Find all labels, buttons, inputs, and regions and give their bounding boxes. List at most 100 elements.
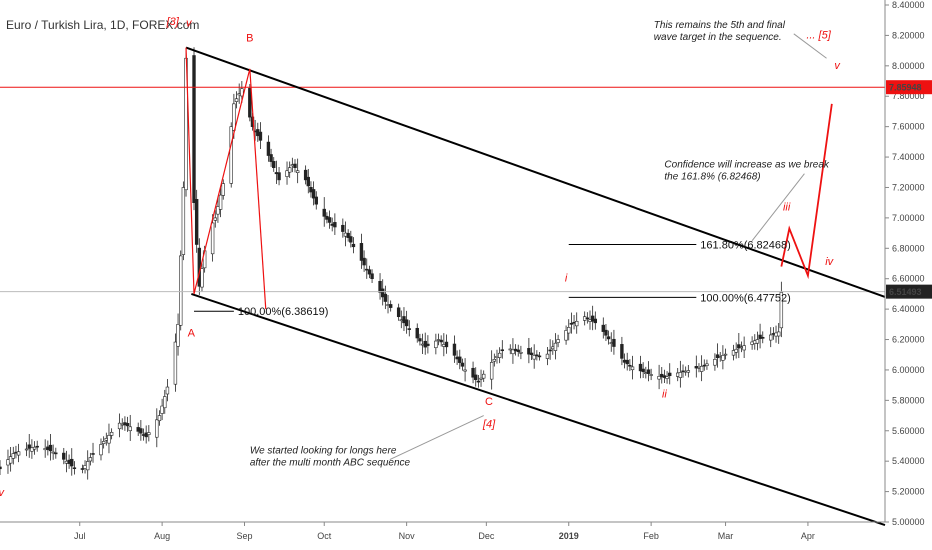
candle-body	[460, 362, 465, 367]
channel-line	[191, 292, 886, 526]
x-tick-label: Oct	[317, 531, 332, 541]
candle-body	[646, 369, 651, 374]
candle-body	[176, 324, 180, 347]
candle-body	[341, 224, 345, 232]
candle-body	[489, 362, 494, 380]
candle-body	[628, 364, 632, 367]
candle-body	[139, 428, 143, 434]
y-tick-label: 6.00000	[892, 365, 925, 375]
candle-body	[649, 374, 653, 376]
candle-body	[497, 352, 502, 358]
candle-body	[314, 196, 318, 205]
abc-wave-line	[185, 47, 195, 294]
candle-body	[381, 288, 385, 298]
annotation-pointer	[389, 415, 484, 461]
y-tick-label: 7.20000	[892, 182, 925, 192]
candle-body	[303, 169, 308, 181]
candle-body	[569, 322, 574, 325]
candle-body	[665, 376, 669, 379]
candle-body	[333, 222, 337, 228]
wave-label: v	[186, 17, 193, 29]
annotation-pointer	[793, 33, 827, 59]
y-axis: 5.00000 5.20000 5.40000 5.60000 5.80000 6.000…	[884, 0, 932, 527]
candle-body	[8, 456, 13, 464]
x-tick-label: Aug	[154, 531, 170, 541]
candle-body	[678, 372, 683, 378]
wave-label: i	[565, 273, 568, 285]
y-tick-label: 7.00000	[892, 213, 925, 223]
candle-body	[444, 341, 449, 348]
candle-body	[11, 453, 15, 459]
candle-body	[731, 350, 736, 356]
candle-body	[54, 452, 58, 455]
candle-body	[194, 198, 199, 245]
candle-body	[516, 349, 520, 352]
candle-body	[705, 363, 709, 366]
candle-body	[463, 369, 467, 372]
annotation-text: We started looking for longs here	[250, 446, 397, 457]
candle-body	[396, 307, 401, 318]
y-tick-label: 7.80000	[892, 91, 925, 101]
channel-line	[185, 46, 886, 298]
candle-body	[378, 280, 382, 293]
y-tick-label: 5.60000	[892, 426, 925, 436]
candle-body	[620, 344, 624, 359]
candle-body	[125, 423, 130, 427]
y-tick-label: 5.80000	[892, 395, 925, 405]
candle-body	[535, 354, 539, 357]
annotation-text: the 161.8% (6.82468)	[664, 172, 760, 183]
candle-body	[88, 457, 93, 462]
candle-body	[532, 355, 536, 360]
wave-label: iv	[0, 487, 5, 499]
candle-body	[269, 154, 273, 162]
candle-body	[439, 339, 443, 343]
annotation-text: This remains the 5th and final	[654, 20, 786, 31]
candle-body	[240, 88, 244, 97]
last-price-box	[886, 284, 932, 299]
candle-body	[200, 268, 204, 288]
x-tick-label: Nov	[399, 531, 416, 541]
candle-body	[567, 327, 571, 334]
candle-body	[638, 363, 643, 372]
overlays	[0, 33, 886, 526]
wave-label: iv	[825, 256, 834, 268]
candle-body	[625, 359, 629, 365]
candle-body	[349, 236, 353, 243]
last-price-label: 6.51493	[889, 287, 922, 297]
candle-body	[500, 349, 504, 352]
candle-body	[527, 348, 531, 355]
abc-wave-line	[193, 68, 251, 295]
candle-body	[769, 334, 773, 341]
candle-body	[311, 189, 316, 199]
x-tick-label: Feb	[643, 531, 659, 541]
y-tick-label: 7.40000	[892, 152, 925, 162]
candle-body	[248, 88, 252, 118]
candle-body	[362, 257, 366, 266]
candle-body	[593, 318, 598, 324]
candle-body	[657, 376, 661, 380]
candle-body	[285, 170, 289, 177]
candle-body	[179, 255, 183, 326]
candle-body	[147, 432, 151, 435]
candle-body	[258, 131, 263, 141]
candle-body	[686, 370, 691, 373]
candle-body	[327, 217, 332, 223]
candle-body	[404, 319, 409, 327]
candle-body	[70, 458, 74, 467]
annotation-text: wave target in the sequence.	[654, 32, 782, 43]
candle-body	[367, 269, 372, 275]
candle-body	[575, 320, 579, 327]
candle-body	[434, 340, 438, 349]
candle-body	[548, 349, 552, 352]
candle-body	[383, 293, 388, 302]
candle-body	[277, 172, 281, 181]
candle-body	[407, 328, 411, 330]
candle-body	[181, 187, 186, 255]
x-tick-label: Jul	[74, 531, 86, 541]
candles	[0, 47, 784, 480]
x-tick-label: Dec	[478, 531, 495, 541]
y-tick-label: 8.40000	[892, 0, 925, 10]
candle-body	[458, 356, 462, 363]
candle-body	[210, 222, 215, 255]
